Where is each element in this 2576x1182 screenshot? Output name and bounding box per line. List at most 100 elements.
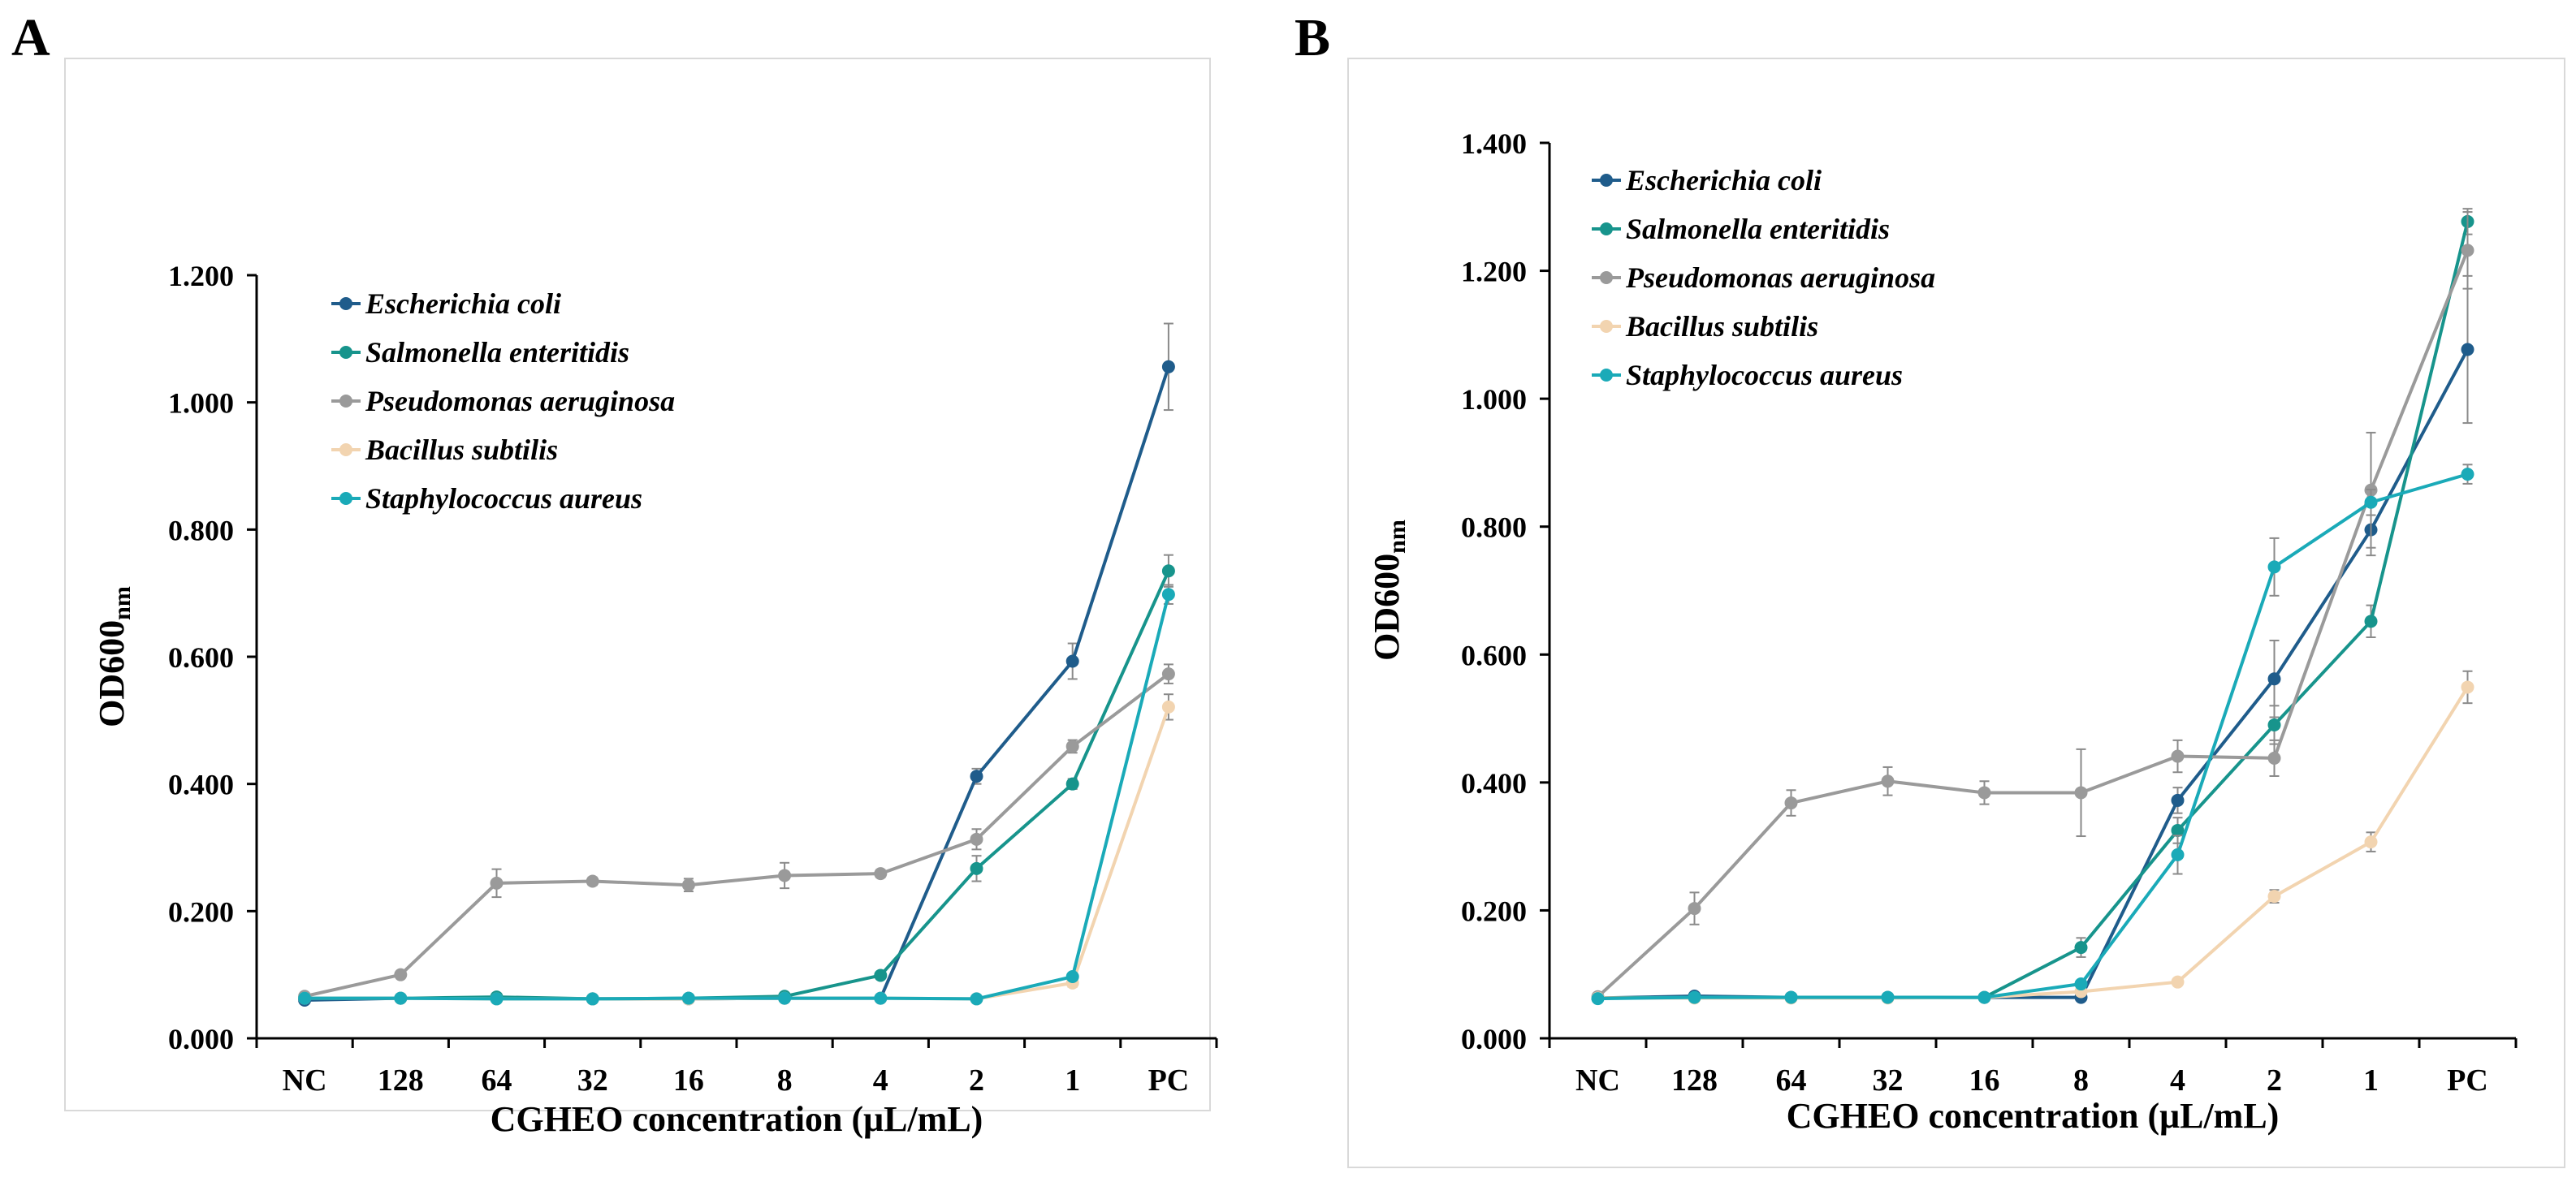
- series-salmonella-enteritidis: [298, 554, 1175, 1006]
- legend-marker: [1600, 320, 1613, 333]
- data-point: [2364, 835, 2378, 849]
- legend-marker: [339, 346, 352, 359]
- y-axis-label-subscript: nm: [1384, 520, 1411, 554]
- data-point: [1977, 990, 1991, 1004]
- y-tick-label: 1.200: [168, 260, 234, 292]
- y-tick-label: 1.000: [1461, 383, 1527, 416]
- x-tick-label: 2: [969, 1063, 984, 1098]
- chart-frame: [1347, 58, 2565, 1168]
- legend-marker: [1600, 271, 1613, 284]
- data-point: [1688, 902, 1701, 916]
- legend-label: Pseudomonas aeruginosa: [1625, 261, 1935, 294]
- series-bacillus-subtilis: [1591, 670, 2474, 1005]
- legend-label: Staphylococcus aureus: [365, 482, 642, 515]
- legend-entry: Pseudomonas aeruginosa: [1592, 261, 1935, 294]
- series-line: [305, 706, 1170, 1001]
- legend-entry: Pseudomonas aeruginosa: [331, 385, 675, 417]
- x-tick-label: 4: [2170, 1063, 2185, 1098]
- data-point: [490, 992, 504, 1006]
- chart-panel-b: B 0.000 0.200 0.400 0.600 0.800 1.000 1.200 1.40…: [1294, 8, 2565, 1168]
- data-point: [2461, 680, 2474, 694]
- data-point: [1977, 786, 1991, 800]
- legend-label: Salmonella enteritidis: [1626, 213, 1890, 245]
- legend-label: Bacillus subtilis: [365, 434, 558, 466]
- x-tick-label: 32: [1873, 1063, 1904, 1098]
- data-point: [586, 992, 599, 1006]
- legend-marker: [1600, 174, 1613, 187]
- legend-entry: Bacillus subtilis: [1592, 310, 1818, 343]
- data-point: [1161, 360, 1175, 373]
- data-point: [2364, 495, 2378, 509]
- data-point: [2267, 751, 2281, 765]
- y-tick-label: 0.800: [168, 514, 234, 546]
- data-point: [2461, 244, 2474, 257]
- series-line: [1597, 472, 2469, 1001]
- chart-frame: [64, 58, 1211, 1111]
- x-tick-label: NC: [283, 1063, 327, 1098]
- data-point: [490, 876, 504, 890]
- x-tick-label: 128: [378, 1063, 424, 1098]
- legend-entry: Escherichia coli: [1592, 164, 1822, 196]
- data-point: [2171, 848, 2185, 861]
- data-point: [2074, 977, 2088, 991]
- series-line: [305, 570, 1170, 1001]
- y-axis-label-subscript: nm: [109, 586, 136, 620]
- data-point: [2461, 343, 2474, 356]
- data-point: [1065, 970, 1079, 984]
- data-point: [1161, 564, 1175, 578]
- x-tick-label: 64: [482, 1063, 512, 1098]
- x-tick-label: PC: [2447, 1063, 2488, 1098]
- x-tick-label: 1: [2363, 1063, 2379, 1098]
- data-point: [1161, 588, 1175, 602]
- data-point: [874, 867, 888, 881]
- series-line: [1597, 348, 2470, 1000]
- legend-label: Staphylococcus aureus: [1626, 359, 1903, 391]
- data-point: [2171, 749, 2185, 763]
- x-axis-label: CGHEO concentration (μL/mL): [1787, 1096, 2280, 1136]
- series-staphylococcus-aureus: [1591, 464, 2474, 1006]
- data-point: [970, 992, 983, 1006]
- data-point: [2364, 615, 2378, 628]
- legend-label: Escherichia coli: [1625, 164, 1822, 196]
- legend-entry: Salmonella enteritidis: [1592, 213, 1890, 245]
- series-line: [1597, 686, 2470, 1000]
- x-tick-label: 128: [1671, 1063, 1718, 1098]
- x-tick-label: 1: [1065, 1063, 1080, 1098]
- data-point: [2267, 672, 2281, 686]
- series-line: [304, 672, 1170, 999]
- data-point: [394, 968, 408, 981]
- y-tick-label: 0.200: [168, 895, 234, 928]
- legend-marker: [339, 443, 352, 456]
- y-tick-label: 1.400: [1461, 127, 1527, 160]
- x-tick-label: 16: [673, 1063, 704, 1098]
- data-point: [2267, 718, 2281, 731]
- x-tick-label: 32: [577, 1063, 608, 1098]
- data-point: [970, 832, 983, 846]
- y-tick-label: 0.400: [168, 769, 234, 801]
- data-point: [1065, 740, 1079, 753]
- data-point: [2171, 793, 2185, 807]
- data-point: [298, 991, 312, 1005]
- y-tick-label: 0.400: [1461, 767, 1527, 800]
- legend-marker: [339, 297, 352, 310]
- data-point: [1161, 667, 1175, 681]
- series-pseudomonas-aeruginosa: [298, 663, 1175, 1003]
- y-tick-label: 0.600: [1461, 639, 1527, 671]
- data-point: [1065, 654, 1079, 668]
- data-point: [778, 991, 792, 1005]
- x-axis-label: CGHEO concentration (μL/mL): [491, 1099, 983, 1139]
- legend-label: Salmonella enteritidis: [365, 336, 629, 369]
- data-point: [2461, 468, 2474, 481]
- y-tick-label: 0.800: [1461, 511, 1527, 544]
- series-staphylococcus-aureus: [298, 584, 1175, 1006]
- data-point: [2267, 560, 2281, 574]
- data-point: [2171, 975, 2185, 989]
- data-point: [778, 869, 792, 882]
- y-tick-label: 0.600: [168, 641, 234, 674]
- data-point: [1784, 990, 1798, 1004]
- y-axis-label: OD600nm: [92, 586, 136, 727]
- data-point: [1881, 990, 1895, 1004]
